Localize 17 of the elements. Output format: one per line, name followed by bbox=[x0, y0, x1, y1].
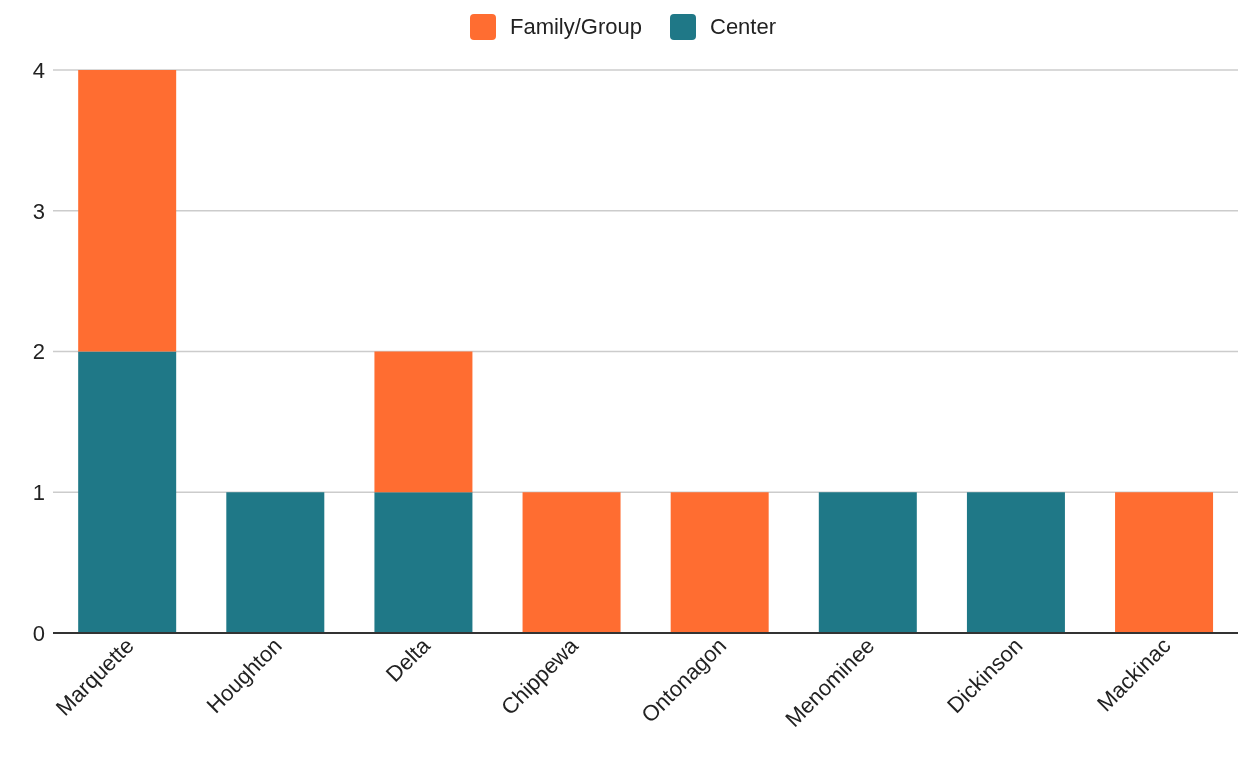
bar bbox=[78, 351, 177, 633]
legend-label: Family/Group bbox=[508, 14, 642, 40]
bar bbox=[374, 351, 473, 493]
bar bbox=[670, 492, 769, 633]
bar bbox=[818, 492, 917, 633]
y-tick-label: 3 bbox=[32, 198, 45, 224]
legend-label: Center bbox=[709, 14, 777, 40]
y-tick-label: 0 bbox=[32, 620, 45, 646]
y-tick-label: 4 bbox=[32, 57, 45, 83]
bar bbox=[226, 492, 325, 633]
bar bbox=[374, 492, 473, 633]
bar bbox=[78, 70, 177, 352]
bar bbox=[966, 492, 1065, 633]
y-tick-label: 1 bbox=[32, 480, 45, 506]
y-tick-label: 2 bbox=[32, 339, 45, 365]
bar bbox=[1115, 492, 1214, 633]
bar bbox=[522, 492, 621, 633]
